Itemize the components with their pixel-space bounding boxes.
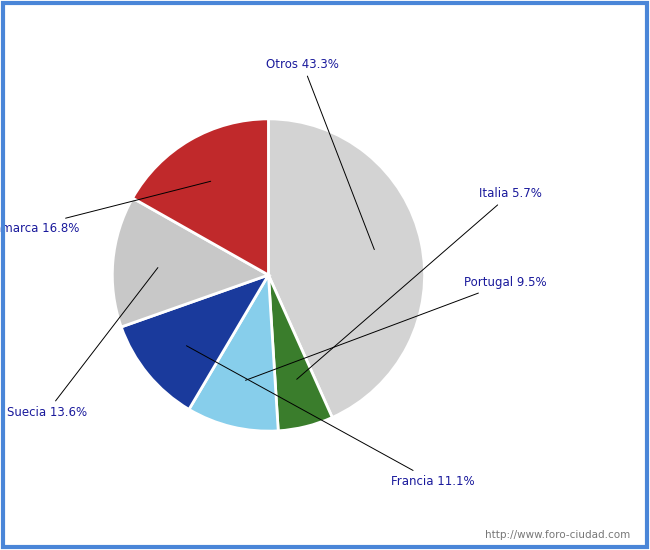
Text: Italia 5.7%: Italia 5.7% bbox=[296, 188, 542, 380]
Text: Suecia 13.6%: Suecia 13.6% bbox=[6, 268, 158, 419]
Text: Portugal 9.5%: Portugal 9.5% bbox=[246, 276, 547, 380]
Text: http://www.foro-ciudad.com: http://www.foro-ciudad.com bbox=[486, 530, 630, 540]
Wedge shape bbox=[121, 275, 268, 409]
Text: Dinamarca 16.8%: Dinamarca 16.8% bbox=[0, 182, 211, 235]
Wedge shape bbox=[112, 198, 268, 327]
Wedge shape bbox=[268, 119, 424, 417]
Text: Francia 11.1%: Francia 11.1% bbox=[187, 346, 474, 488]
Wedge shape bbox=[268, 275, 332, 431]
Wedge shape bbox=[133, 119, 268, 275]
Text: Otros 43.3%: Otros 43.3% bbox=[266, 58, 374, 250]
Text: Huévar del Aljarafe - Turistas extranjeros según país - Abril de 2024: Huévar del Aljarafe - Turistas extranjer… bbox=[76, 10, 574, 26]
Wedge shape bbox=[189, 275, 278, 431]
